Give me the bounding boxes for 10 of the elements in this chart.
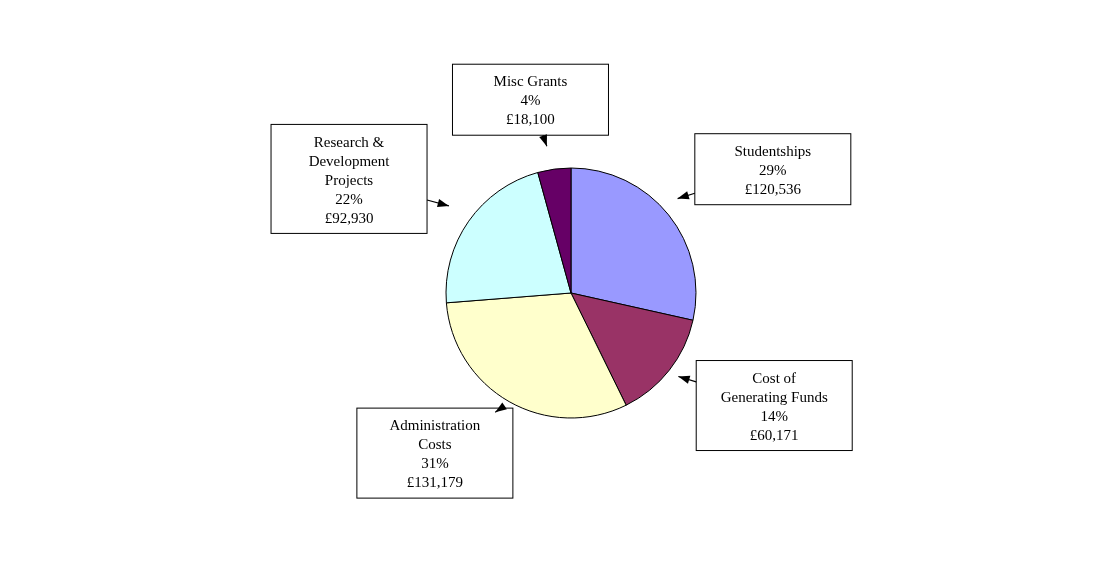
data-label: 31% £131,179 (406, 455, 464, 491)
slice-label: Studentships (734, 142, 812, 159)
slice-label: Administration Costs (389, 417, 481, 453)
slice-label: Misc Grants (493, 73, 568, 90)
data-label: 14% £60,171 (749, 407, 799, 443)
slice-label: Cost of Generating Funds (720, 369, 828, 405)
data-label: 29% £120,536 (744, 161, 802, 197)
slice-label: Research & Development Projects (308, 133, 391, 188)
data-label: 22% £92,930 (324, 190, 374, 226)
data-label: 4% £18,100 (506, 92, 555, 128)
